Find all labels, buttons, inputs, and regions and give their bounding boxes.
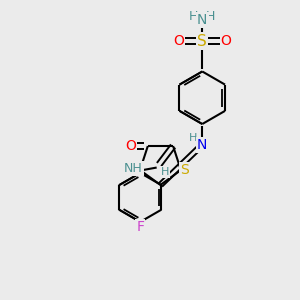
Text: H: H [206, 10, 215, 23]
Text: O: O [221, 34, 232, 48]
Text: O: O [173, 34, 184, 48]
Text: H: H [188, 133, 197, 143]
Text: N: N [197, 13, 207, 27]
Text: S: S [197, 34, 207, 49]
Text: H: H [161, 167, 169, 177]
Text: F: F [136, 220, 144, 234]
Text: N: N [197, 138, 207, 152]
Text: NH: NH [124, 162, 143, 175]
Text: H: H [189, 10, 199, 23]
Text: S: S [180, 163, 189, 177]
Text: O: O [125, 139, 136, 153]
